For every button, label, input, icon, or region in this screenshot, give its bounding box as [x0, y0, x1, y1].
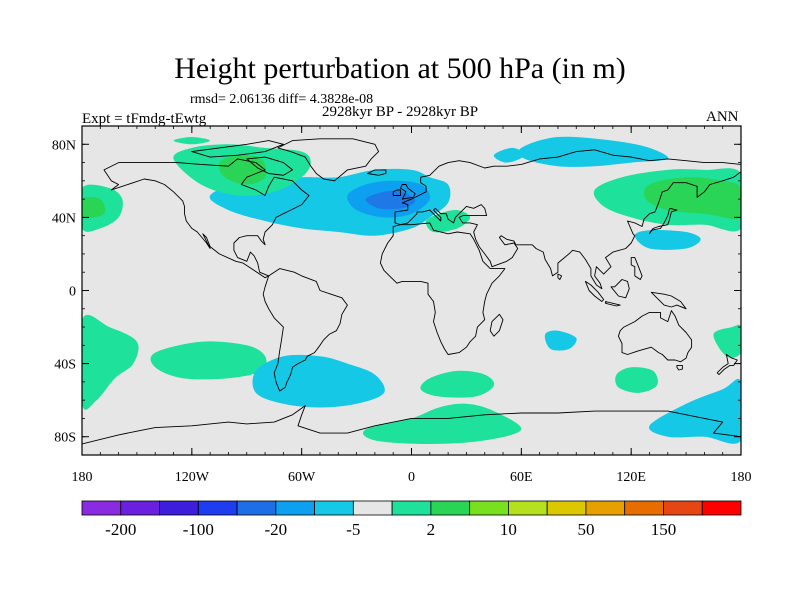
season-label: ANN	[706, 109, 739, 125]
coast-greenland	[277, 138, 380, 182]
colorbar-label: -100	[183, 520, 214, 539]
coast-new-guinea	[650, 291, 687, 310]
colorbar-box	[585, 500, 626, 516]
experiment-label: Expt = tFmdg-tEwtg	[82, 111, 207, 127]
field-s-pacific-high-east	[150, 341, 267, 380]
axis-ticks: 180 120W 60W 0 60E 120E 180 80N 40N 0 40S 80S	[52, 126, 752, 485]
coastlines	[82, 138, 741, 445]
colorbar-box	[275, 500, 315, 516]
field-tasman-high	[713, 324, 741, 358]
colorbar-box	[546, 500, 587, 516]
field-greenland-high	[173, 137, 211, 145]
colorbar-box	[120, 500, 160, 516]
colorbar-box	[701, 500, 742, 516]
x-tick-label: 180	[731, 470, 752, 485]
y-tick-label: 0	[69, 285, 76, 300]
coast-antarctica	[82, 405, 741, 445]
colorbar-box	[508, 500, 548, 516]
x-tick-label: 60W	[288, 470, 316, 485]
field-s-pacific-high-west	[82, 314, 139, 410]
coast-ireland	[392, 189, 401, 196]
coast-baffin-island	[246, 156, 293, 176]
coast-philippines	[630, 257, 643, 280]
y-tick-label: 80N	[52, 138, 76, 153]
colorbar-box	[352, 500, 393, 516]
colorbar-label: -20	[264, 520, 287, 539]
coast-new-zealand	[716, 354, 738, 376]
plot-title: Height perturbation at 500 hPa (in m)	[174, 52, 626, 85]
colorbar-label: 10	[500, 520, 517, 539]
field-east-asia-low	[634, 230, 701, 250]
colorbar-box	[469, 500, 509, 516]
x-tick-label: 0	[408, 470, 415, 485]
field-s-atlantic-high	[420, 370, 495, 398]
colorbar: -200 -100 -20 -5 2 10 50 150	[81, 500, 742, 539]
colorbar-box	[391, 500, 432, 516]
field-south-america-low	[252, 354, 385, 408]
coast-tasmania	[676, 364, 683, 371]
colorbar-label: -5	[346, 520, 360, 539]
x-tick-label: 120E	[616, 470, 646, 485]
coast-arctic-islands	[191, 140, 284, 158]
coast-sumatra	[584, 280, 605, 302]
colorbar-label: 50	[577, 520, 594, 539]
period-label: 2928kyr BP - 2928kyr BP	[322, 104, 479, 120]
colorbar-box	[81, 500, 122, 516]
contour-fields	[82, 136, 741, 444]
y-tick-label: 40N	[52, 211, 76, 226]
colorbar-box	[197, 500, 238, 516]
field-n-pacific-high-core	[82, 197, 106, 219]
colorbar-label: -200	[105, 520, 136, 539]
field-n-atlantic-core-inner	[365, 190, 416, 210]
coast-south-america	[262, 268, 348, 392]
rmsd-diff-label: rmsd= 2.06136 diff= 4.3828e-08	[190, 92, 374, 107]
field-indian-ocean-low	[544, 330, 577, 351]
x-tick-label: 60E	[510, 470, 533, 485]
x-tick-label: 180	[72, 470, 93, 485]
coast-borneo	[610, 279, 630, 299]
coast-africa	[379, 222, 506, 355]
colorbar-label: 2	[427, 520, 436, 539]
coast-sri-lanka	[557, 273, 563, 280]
coast-madagascar	[489, 313, 504, 337]
coast-java	[605, 301, 621, 307]
field-mediterranean-high	[425, 210, 471, 233]
colorbar-box	[624, 500, 664, 516]
y-tick-label: 80S	[54, 431, 76, 446]
field-nw-pacific-high-core	[643, 177, 741, 219]
y-tick-label: 40S	[54, 358, 76, 373]
coast-north-america	[103, 158, 310, 279]
colorbar-box	[430, 500, 471, 516]
colorbar-label: 150	[651, 520, 677, 539]
field-s-indian-high	[615, 367, 658, 393]
coast-australia	[617, 310, 693, 363]
coast-eurasia	[394, 149, 741, 290]
field-arctic-scand-low	[493, 147, 526, 163]
x-tick-label: 120W	[175, 470, 210, 485]
field-antarctic-high	[362, 403, 522, 444]
coast-japan	[649, 207, 678, 235]
colorbar-box	[314, 500, 354, 516]
coast-iceland	[367, 169, 387, 176]
coast-great-britain	[400, 184, 416, 200]
colorbar-box	[236, 500, 277, 516]
colorbar-box	[663, 500, 703, 516]
field-arctic-asia-low	[518, 136, 669, 167]
colorbar-box	[159, 500, 199, 516]
